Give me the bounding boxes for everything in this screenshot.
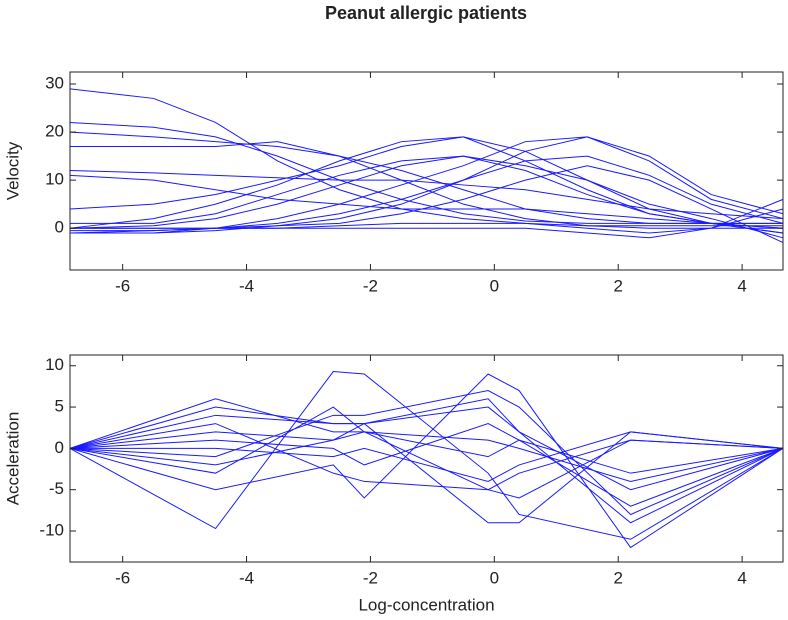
x-tick-label: -4 — [239, 568, 254, 587]
x-tick-label: 0 — [490, 276, 499, 295]
series-line — [69, 423, 784, 474]
series-line — [70, 431, 784, 482]
y-axis-label: Acceleration — [3, 412, 22, 506]
y-axis-label: Velocity — [3, 141, 22, 200]
x-tick-label: -6 — [115, 568, 130, 587]
series-line — [69, 406, 784, 491]
series-line — [70, 136, 784, 234]
y-tick-label: 30 — [45, 73, 64, 92]
series-line — [69, 398, 784, 524]
axes-box — [69, 71, 784, 271]
x-tick-label: 2 — [613, 276, 622, 295]
x-tick-label: 0 — [490, 568, 499, 587]
series-line — [69, 431, 784, 499]
series-line — [69, 136, 784, 234]
series-line — [69, 170, 784, 220]
y-tick-label: 10 — [45, 170, 64, 189]
series-line — [69, 406, 784, 507]
y-tick-label: 10 — [45, 355, 64, 374]
y-tick-label: -10 — [39, 520, 64, 539]
series-line — [69, 371, 784, 540]
x-tick-label: -2 — [363, 276, 378, 295]
x-tick-label: -6 — [115, 276, 130, 295]
y-tick-label: -5 — [49, 479, 64, 498]
series-line — [69, 422, 784, 524]
chart-title: Peanut allergic patients — [325, 3, 527, 23]
x-tick-label: 4 — [737, 276, 746, 295]
x-axis-label: Log-concentration — [358, 595, 494, 614]
series-line — [70, 155, 784, 239]
x-tick-label: -4 — [239, 276, 254, 295]
x-tick-label: 2 — [613, 568, 622, 587]
series-line — [69, 174, 784, 229]
series-line — [69, 423, 784, 491]
y-tick-label: 20 — [45, 122, 64, 141]
series-line — [69, 373, 784, 549]
series-line — [69, 131, 783, 224]
y-tick-label: 0 — [55, 218, 64, 237]
series-line — [70, 136, 784, 234]
axes-box — [69, 354, 784, 563]
x-tick-label: 4 — [737, 568, 746, 587]
y-tick-label: 5 — [55, 397, 64, 416]
x-tick-label: -2 — [363, 568, 378, 587]
series-line — [69, 88, 783, 227]
series-line — [69, 155, 784, 234]
y-tick-label: 0 — [55, 438, 64, 457]
series-line — [69, 390, 784, 516]
series-line — [70, 208, 784, 239]
